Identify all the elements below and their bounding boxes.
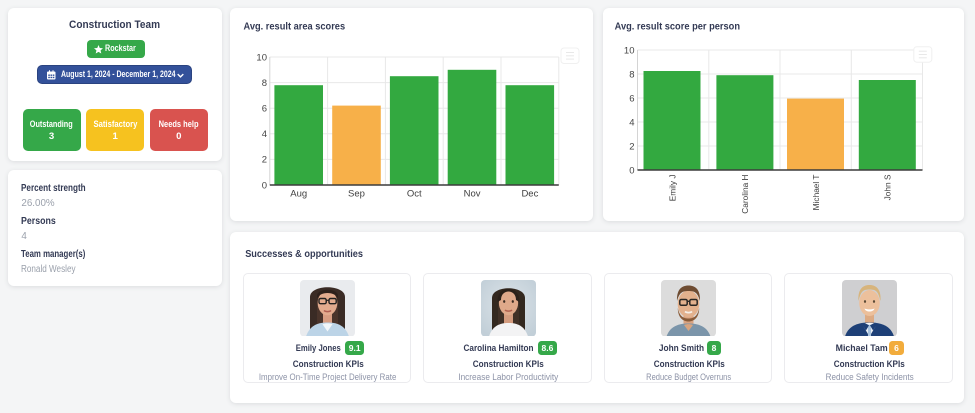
svg-text:Oct: Oct <box>407 189 422 200</box>
svg-text:Aug: Aug <box>290 189 307 200</box>
svg-text:2: 2 <box>629 141 634 152</box>
svg-text:Michael T: Michael T <box>811 175 821 211</box>
svg-text:8: 8 <box>629 69 634 80</box>
svg-text:0: 0 <box>262 180 267 191</box>
svg-text:John S: John S <box>882 174 892 200</box>
svg-text:Nov: Nov <box>464 189 481 200</box>
svg-text:Successes & opportunities: Successes & opportunities <box>245 248 363 260</box>
svg-text:Avg. result score per person: Avg. result score per person <box>615 20 740 32</box>
svg-text:Avg. result area scores: Avg. result area scores <box>244 20 346 32</box>
svg-text:Emily J: Emily J <box>668 175 678 202</box>
svg-text:10: 10 <box>624 45 635 56</box>
svg-text:Dec: Dec <box>521 189 538 200</box>
svg-text:4: 4 <box>629 117 634 128</box>
svg-text:2: 2 <box>262 155 267 166</box>
svg-text:Carolina H: Carolina H <box>740 174 750 213</box>
svg-text:Sep: Sep <box>348 189 365 200</box>
svg-text:0: 0 <box>629 165 634 176</box>
svg-text:6: 6 <box>629 93 634 104</box>
svg-text:8: 8 <box>262 78 267 89</box>
svg-text:10: 10 <box>256 52 267 63</box>
svg-text:4: 4 <box>262 129 267 140</box>
svg-text:6: 6 <box>262 104 267 115</box>
